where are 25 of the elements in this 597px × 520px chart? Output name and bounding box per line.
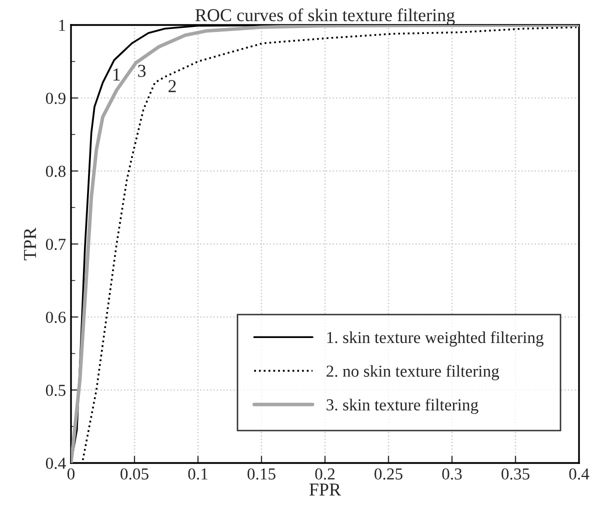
chart-title: ROC curves of skin texture filtering (195, 8, 455, 25)
x-tick-label: 0.3 (442, 468, 462, 480)
x-tick-label: 0.05 (120, 468, 148, 480)
y-tick-label: 0.5 (46, 384, 66, 396)
y-tick-label: 0.8 (46, 166, 66, 178)
x-tick-label: 0.1 (188, 468, 208, 480)
annotation: 3 (138, 64, 146, 77)
y-axis-title: TPR (24, 227, 36, 260)
x-tick-label: 0 (67, 468, 75, 480)
x-tick-label: 0.4 (569, 468, 590, 480)
annotation: 1 (113, 68, 120, 80)
y-tick-label: 0.9 (46, 92, 66, 104)
legend-label: 2. no skin texture filtering (326, 364, 500, 380)
annotation: 2 (168, 80, 176, 92)
legend-label: 1. skin texture weighted filtering (327, 331, 544, 347)
x-tick-label: 0.25 (374, 468, 402, 480)
x-tick-label: 0.35 (502, 468, 530, 480)
x-tick-label: 0.2 (315, 468, 334, 480)
y-tick-label: 1 (59, 20, 66, 31)
x-tick-label: 0.15 (248, 468, 276, 480)
x-axis-title: FPR (309, 484, 342, 496)
y-tick-label: 0.4 (46, 458, 66, 470)
y-tick-label: 0.7 (46, 238, 66, 250)
legend-label: 3. skin texture filtering (326, 398, 478, 414)
y-tick-label: 0.6 (46, 312, 66, 324)
